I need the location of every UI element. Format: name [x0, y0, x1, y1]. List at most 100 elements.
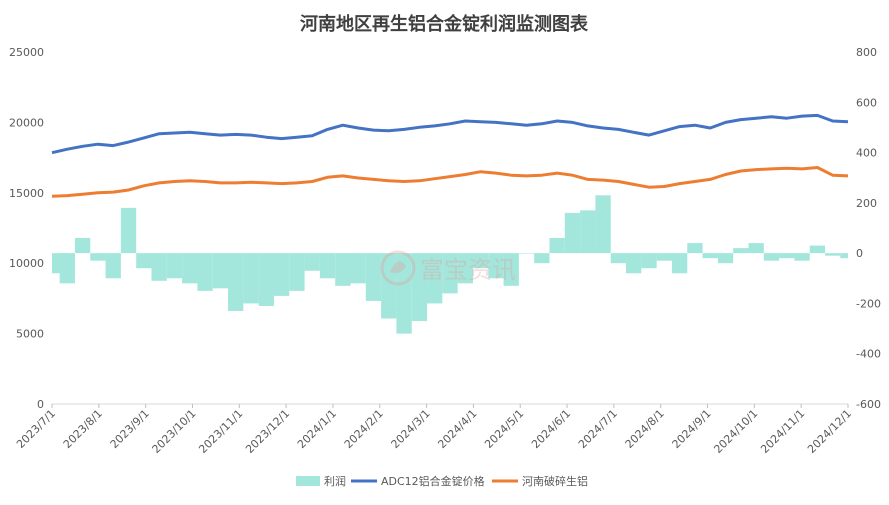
profit-bar: [105, 253, 121, 279]
x-tick-label: 2024/4/1: [435, 407, 479, 451]
broken-aluminum-price-line: [51, 166, 849, 198]
profit-bar: [228, 253, 244, 311]
profit-bar: [381, 253, 397, 319]
profit-bar: [472, 253, 489, 269]
legend-label: 河南破碎生铝: [522, 474, 588, 488]
profit-bar: [794, 253, 810, 261]
profit-bar: [626, 253, 642, 274]
profit-bar: [549, 238, 565, 254]
chart-title: 河南地区再生铝合金锭利润监测图表: [300, 13, 589, 35]
profit-bar: [656, 253, 672, 261]
profit-bar: [641, 253, 657, 269]
x-tick-label: 2023/10/1: [150, 407, 199, 456]
profit-bar: [289, 253, 305, 291]
watermark-text: 富宝资讯: [420, 256, 516, 284]
y-left-tick-label: 0: [37, 398, 44, 411]
x-axis: 2023/7/1 2023/8/1 2023/9/12023/10/12023/11…: [14, 403, 854, 456]
profit-bar: [442, 253, 458, 294]
y-right-tick-label: 400: [856, 147, 877, 160]
y-right-tick-label: 600: [856, 96, 877, 109]
profit-bar: [488, 253, 504, 279]
x-tick-label: 2023/9/1: [108, 407, 152, 451]
profit-bar: [319, 253, 336, 279]
profit-bar: [733, 248, 749, 254]
x-tick-label: 2024/3/1: [389, 407, 433, 451]
profit-bar: [564, 212, 581, 254]
x-tick-label: 2024/8/1: [623, 407, 667, 451]
adc12-price-line: [51, 113, 849, 155]
profit-bar: [136, 253, 152, 269]
profit-bar: [396, 253, 412, 334]
profit-bar: [304, 253, 320, 271]
profit-bar: [671, 253, 688, 274]
watermark-logo: 富宝资讯: [380, 250, 516, 286]
y-right-tick-label: 800: [856, 46, 877, 59]
profit-bar: [809, 245, 826, 254]
legend-swatch: [296, 476, 320, 486]
x-tick-label: 2024/11/1: [758, 407, 807, 456]
y-left-tick-label: 25000: [9, 46, 44, 59]
profit-bar: [717, 253, 734, 264]
y-left-tick-label: 20000: [9, 116, 44, 129]
price-lines-layer: [51, 113, 849, 198]
profit-bar: [335, 253, 351, 286]
profit-bar: [59, 253, 75, 284]
y-left-tick-label: 10000: [9, 257, 44, 270]
profit-bar: [120, 207, 137, 254]
profit-bar: [610, 253, 627, 264]
y-right-tick-label: 0: [856, 247, 863, 260]
x-tick-label: 2024/9/1: [670, 407, 714, 451]
legend-item: 河南破碎生铝: [492, 474, 588, 488]
y-right-tick-label: -600: [856, 398, 881, 411]
profit-bar: [197, 253, 213, 291]
x-tick-label: 2024/10/1: [711, 407, 760, 456]
x-tick-label: 2023/7/1: [14, 407, 58, 451]
y-left-tick-label: 15000: [9, 187, 44, 200]
profit-bar: [212, 253, 229, 289]
y-right-tick-label: -400: [856, 348, 881, 361]
profit-bar: [534, 253, 550, 264]
profit-bar: [90, 253, 106, 261]
legend-item: ADC12铝合金锭价格: [351, 474, 485, 488]
profit-bar: [350, 253, 366, 284]
y-right-tick-label: 200: [856, 197, 877, 210]
profit-area-layer: [52, 195, 848, 334]
profit-bar: [687, 243, 703, 254]
x-tick-label: 2024/5/1: [482, 407, 526, 451]
x-tick-label: 2024/12/1: [805, 407, 854, 456]
y-axis-right: -600 -400 -200 0 200 400 600 800: [856, 46, 881, 411]
x-tick-label: 2024/6/1: [529, 407, 573, 451]
profit-bar: [182, 253, 198, 284]
x-tick-label: 2023/11/1: [196, 407, 245, 456]
profit-bar: [763, 253, 780, 261]
legend-label: ADC12铝合金锭价格: [381, 474, 485, 488]
profit-bar: [503, 253, 519, 286]
profit-bar: [825, 253, 841, 256]
legend-label: 利润: [324, 474, 346, 488]
profit-bar: [74, 238, 91, 254]
profit-bar: [411, 253, 428, 322]
profit-bar: [595, 195, 611, 254]
y-axis-left: 0 5000 10000 15000 20000 25000: [9, 46, 44, 411]
y-right-tick-label: -200: [856, 297, 881, 310]
profit-bar: [151, 253, 167, 281]
profit-bar: [518, 253, 535, 254]
y-left-tick-label: 5000: [16, 328, 44, 341]
profit-bar: [702, 253, 718, 259]
profit-bar: [457, 253, 473, 284]
profit-bar: [580, 210, 596, 254]
x-tick-label: 2024/2/1: [342, 407, 386, 451]
profit-bar: [365, 253, 382, 301]
legend-item: 利润: [296, 474, 346, 488]
profit-bar: [166, 253, 183, 279]
profit-bar: [273, 253, 290, 296]
profit-bar: [840, 253, 848, 259]
profit-bar: [779, 253, 795, 259]
profit-bar: [427, 253, 443, 304]
x-tick-label: 2024/7/1: [576, 407, 620, 451]
x-tick-label: 2023/12/1: [243, 407, 292, 456]
profit-bar: [243, 253, 259, 304]
profit-bar: [258, 253, 274, 306]
